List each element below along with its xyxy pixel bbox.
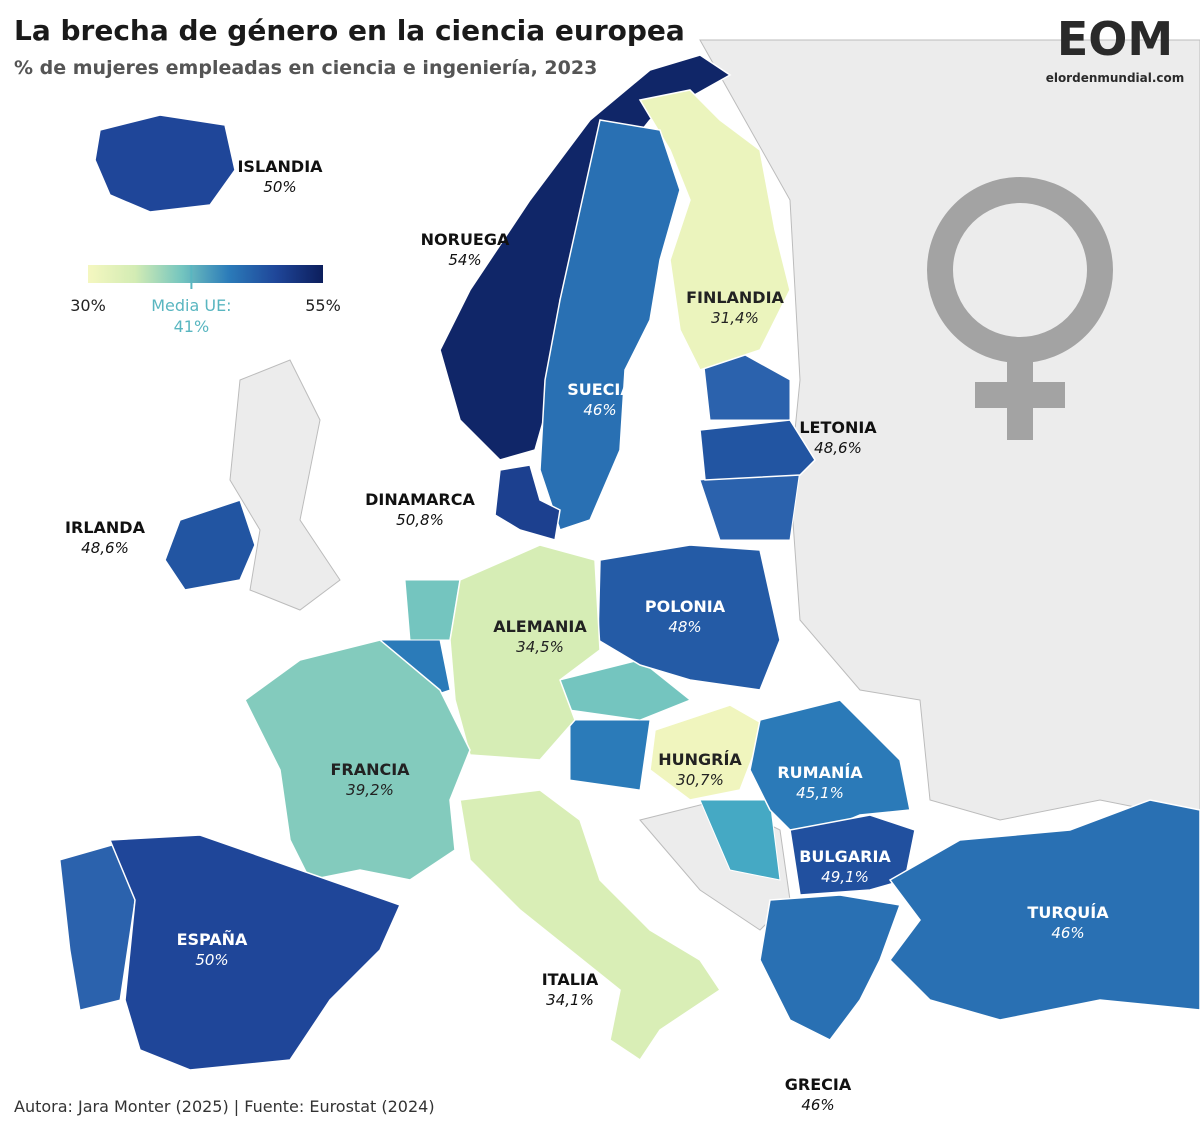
country-value: 46% bbox=[801, 1096, 834, 1114]
country-value: 34,1% bbox=[546, 991, 594, 1009]
austria bbox=[569, 719, 651, 791]
country-name: BULGARIA bbox=[799, 847, 891, 866]
logo-url: elordenmundial.com bbox=[1046, 71, 1185, 85]
country-value: 45,1% bbox=[796, 784, 844, 802]
legend-tick-label: 30% bbox=[70, 296, 106, 315]
country-value: 50,8% bbox=[396, 511, 444, 529]
land-britain bbox=[229, 359, 341, 611]
country-shape bbox=[94, 114, 236, 213]
country-shape bbox=[649, 704, 766, 801]
country-value: 46% bbox=[583, 401, 616, 419]
country-name: HUNGRÍA bbox=[658, 750, 742, 769]
country-name: ISLANDIA bbox=[237, 157, 323, 176]
country-labels: ISLANDIA 50% NORUEGA 54% FINLANDIA 31,4% SUECI… bbox=[65, 157, 1109, 1114]
country-value: 30,7% bbox=[676, 771, 724, 789]
country-value: 48,6% bbox=[814, 439, 862, 457]
country-value: 50% bbox=[195, 951, 228, 969]
country-value: 48% bbox=[668, 618, 701, 636]
logo: EOM bbox=[1057, 12, 1173, 66]
legend-mean-label: Media UE: bbox=[151, 296, 231, 315]
country-value: 34,5% bbox=[516, 638, 564, 656]
country-name: POLONIA bbox=[645, 597, 726, 616]
country-shape bbox=[597, 544, 781, 691]
country-value: 31,4% bbox=[711, 309, 759, 327]
country-shape bbox=[638, 89, 791, 371]
subtitle: % de mujeres empleadas en ciencia e inge… bbox=[14, 57, 597, 79]
country-name: SUECIA bbox=[567, 380, 633, 399]
country-shape bbox=[699, 419, 816, 481]
country-shape bbox=[749, 699, 911, 841]
country-name: FRANCIA bbox=[330, 760, 410, 779]
country-name: DINAMARCA bbox=[365, 490, 475, 509]
legend-mean-value: 41% bbox=[174, 317, 210, 336]
country-shape bbox=[539, 119, 681, 531]
venus-symbol bbox=[927, 177, 1113, 440]
country-shape bbox=[244, 639, 471, 881]
country-name: TURQUÍA bbox=[1027, 903, 1109, 922]
country-name: IRLANDA bbox=[65, 518, 146, 537]
country-value: 50% bbox=[263, 178, 296, 196]
country-shape bbox=[759, 894, 902, 1041]
footer: Autora: Jara Monter (2025) | Fuente: Eur… bbox=[14, 1097, 435, 1116]
country-name: FINLANDIA bbox=[686, 288, 784, 307]
country-value: 39,2% bbox=[346, 781, 394, 799]
country-shape bbox=[888, 799, 1200, 1021]
country-name: ALEMANIA bbox=[493, 617, 587, 636]
legend-tick-label: 55% bbox=[305, 296, 341, 315]
land-east bbox=[699, 39, 1200, 821]
title: La brecha de género en la ciencia europe… bbox=[14, 14, 685, 47]
background-land bbox=[229, 39, 1200, 931]
country-name: ESPAÑA bbox=[177, 930, 248, 949]
country-value: 46% bbox=[1051, 924, 1084, 942]
country-shape bbox=[459, 789, 722, 1062]
country-shape bbox=[494, 464, 561, 541]
country-name: GRECIA bbox=[785, 1075, 852, 1094]
country-value: 54% bbox=[448, 251, 481, 269]
country-value: 49,1% bbox=[821, 868, 869, 886]
country-shape bbox=[449, 544, 601, 761]
legend: 30% 55% Media UE: 41% bbox=[70, 265, 341, 336]
countries bbox=[94, 54, 1200, 1071]
country-name: NORUEGA bbox=[421, 230, 510, 249]
serbia bbox=[699, 799, 781, 881]
legend-gradient bbox=[88, 265, 323, 283]
country-name: LETONIA bbox=[799, 418, 877, 437]
country-shape bbox=[108, 834, 402, 1071]
country-value: 48,6% bbox=[81, 539, 129, 557]
country-name: ITALIA bbox=[542, 970, 599, 989]
country-name: RUMANÍA bbox=[777, 763, 863, 782]
country-shape bbox=[164, 499, 256, 591]
